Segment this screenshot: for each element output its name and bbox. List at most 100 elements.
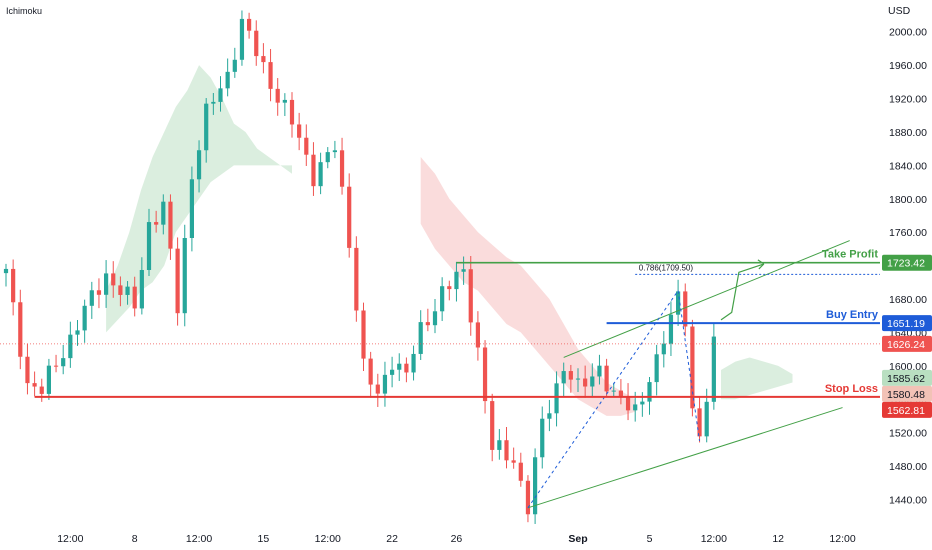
candle-body [11,268,16,303]
candle-body [182,237,187,314]
take-profit-label: Take Profit [822,249,878,261]
candle-body [375,384,380,394]
candle-body [533,457,538,515]
candle-body [318,162,323,187]
y-tick-label: 1760.00 [889,227,927,239]
candle-body [475,322,480,348]
projection-arrow [720,263,765,321]
candle-body [654,354,659,383]
candle-body [196,150,202,180]
price-tag-text: 1562.81 [887,405,925,417]
candle-body [204,103,209,151]
candle-body [468,269,473,323]
x-tick-label: 12:00 [701,533,727,545]
candle-body [525,480,531,515]
candle-body [447,286,452,290]
price-tag-text: 1723.42 [887,258,925,270]
x-tick-label: 12 [772,533,784,545]
candle-body [540,418,545,458]
candle-body [68,334,73,359]
y-tick-label: 1520.00 [889,428,927,440]
candle-body [325,152,330,163]
candle-body [311,154,316,187]
candle-body [189,179,194,238]
x-tick-label: 12:00 [829,533,855,545]
candle-body [647,382,652,402]
candle-body [668,314,674,344]
candle-body [432,311,438,326]
candle-body [583,378,588,387]
y-tick-label: 1600.00 [889,361,927,373]
candle-body [139,270,144,309]
price-tag-text: 1580.48 [887,389,925,401]
candle-body [268,62,273,89]
candle-body [46,365,51,394]
candle-body [3,268,9,274]
candle-body [404,363,409,373]
candle-body [239,18,245,60]
candle-body [82,305,87,331]
candle-body [568,371,573,380]
candle-body [111,273,116,286]
candle-body [282,99,287,103]
candle-body [211,101,216,104]
candle-body [454,271,459,290]
candle-body [497,440,502,450]
y-tick-label: 1480.00 [889,461,927,473]
x-tick-label: 12:00 [186,533,212,545]
candle-body [368,358,373,385]
y-tick-label: 1920.00 [889,94,927,106]
candle-body [425,322,430,326]
candle-body [440,286,445,312]
fib-leg-line [527,290,679,509]
currency-label: USD [888,5,911,17]
candle-body [690,326,695,409]
fib-retrace-line [677,290,701,442]
candle-body [390,369,395,375]
candle-body [18,302,23,357]
channel-upper-line [563,240,850,358]
buy-entry-label: Buy Entry [826,309,879,321]
price-tag [882,385,932,402]
indicator-label: Ichimoku [6,6,43,16]
price-tag-text: 1626.24 [887,339,925,351]
x-tick-label: 12:00 [315,533,341,545]
candle-body [39,386,44,394]
candle-body [104,273,109,295]
candle-body [275,88,280,103]
candle-body [661,343,666,355]
candle-body [611,390,616,392]
fib-label: 0.786(1709.50) [639,263,694,272]
candle-body [683,291,688,327]
candle-body [697,408,702,437]
y-tick-label: 1840.00 [889,160,927,172]
candle-body [461,269,466,272]
candle-body [511,460,516,463]
price-tag [882,315,932,332]
y-tick-label: 1440.00 [889,494,927,506]
candle-body [347,186,352,248]
price-tag [882,254,932,271]
ichimoku-cloud-0 [106,65,292,333]
candle-body [397,363,402,370]
x-tick-label: 8 [132,533,138,545]
price-tag [882,335,932,352]
y-tick-label: 1880.00 [889,127,927,139]
candle-body [247,18,252,31]
candle-body [382,374,388,394]
candle-body [254,30,259,57]
candle-body [411,353,416,373]
candle-body [547,413,552,419]
candle-body [289,99,295,125]
price-tag-text: 1651.19 [887,318,925,330]
candle-body [168,201,173,249]
ichimoku-cloud-2 [721,357,793,400]
ichimoku-cloud-1 [420,157,636,416]
price-tag [882,401,932,418]
candle-body [504,440,509,461]
y-tick-label: 1800.00 [889,194,927,206]
candle-body [361,310,366,359]
x-tick-label: 22 [386,533,398,545]
y-tick-label: 1960.00 [889,60,927,72]
